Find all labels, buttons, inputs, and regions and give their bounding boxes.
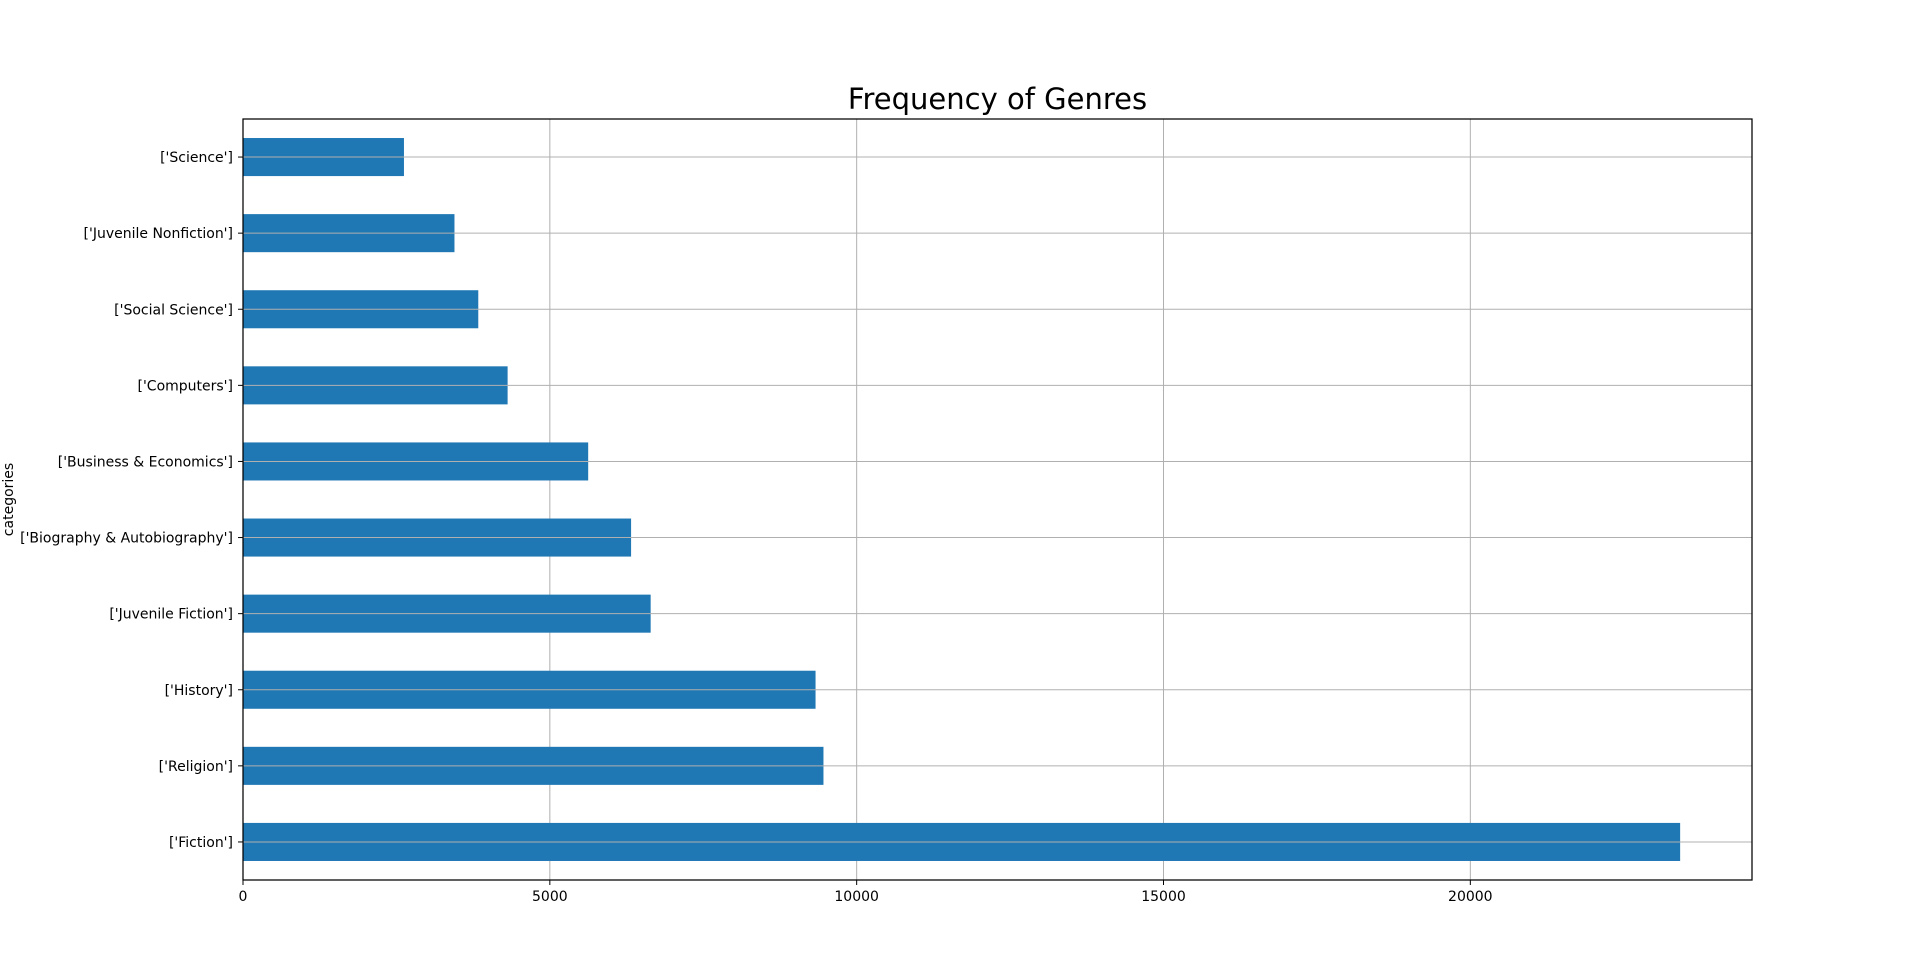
axes-frame — [242, 118, 1753, 881]
y-tick-label: ['Computers'] — [137, 378, 233, 394]
y-axis-label: categories — [1, 463, 17, 536]
chart-title: Frequency of Genres — [848, 82, 1147, 116]
y-tick-label: ['Biography & Autobiography'] — [20, 531, 233, 547]
y-tick-label: ['History'] — [165, 683, 233, 699]
y-tick-label: ['Religion'] — [159, 759, 233, 775]
x-tick-label: 15000 — [1141, 889, 1186, 905]
x-tick-label: 10000 — [834, 889, 879, 905]
y-axis-ticks: ['Fiction'] ['Religion'] ['History'] ['Juve… — [20, 150, 243, 851]
y-tick-label: ['Science'] — [160, 150, 233, 166]
x-tick-label: 20000 — [1448, 889, 1493, 905]
x-axis-ticks: 0 5000 10000 15000 20000 — [239, 880, 1493, 905]
y-tick-label: ['Social Science'] — [114, 302, 233, 318]
y-tick-label: ['Juvenile Fiction'] — [109, 607, 233, 623]
y-tick-label: ['Business & Economics'] — [58, 454, 233, 470]
y-tick-label: ['Juvenile Nonfiction'] — [84, 226, 233, 242]
x-tick-label: 0 — [239, 889, 248, 905]
y-tick-label: ['Fiction'] — [169, 835, 233, 851]
category-gridlines — [243, 156, 1752, 843]
x-tick-label: 5000 — [532, 889, 568, 905]
